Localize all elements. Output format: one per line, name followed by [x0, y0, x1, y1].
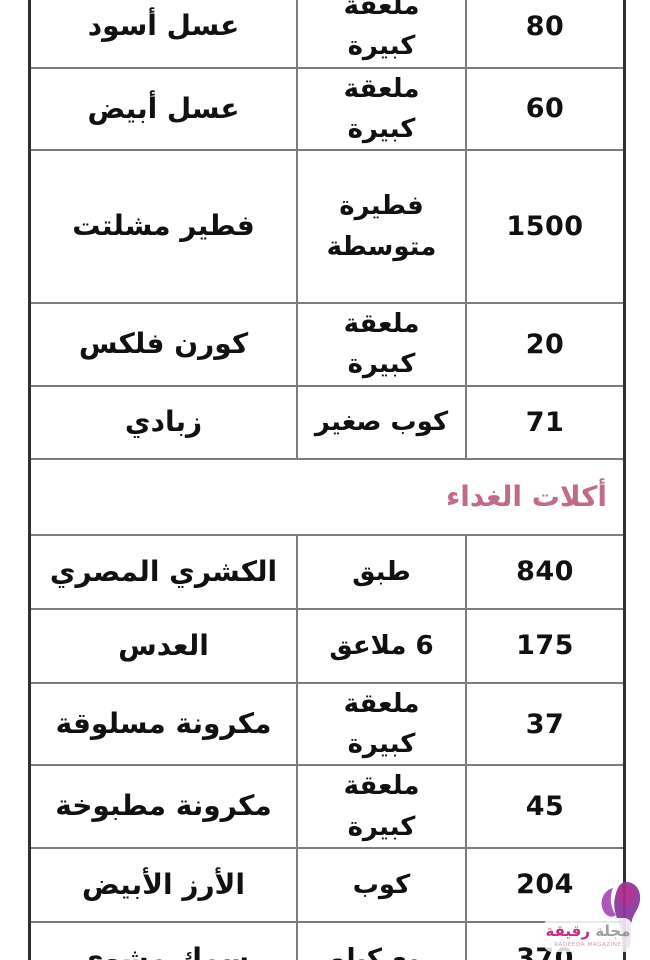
serving-line: ملعقة كبيرة: [343, 73, 420, 144]
serving-line: فطيرة: [339, 191, 424, 222]
cell-calories: 45: [466, 765, 623, 849]
cell-food-name: زبادي: [31, 385, 297, 460]
cell-serving: ملعقة كبيرة: [296, 682, 467, 767]
section-header-label: أكلات الغداء: [31, 457, 623, 536]
cell-food-name: كورن فلكس: [31, 303, 297, 387]
cell-serving: فطيرة متوسطة: [296, 150, 467, 305]
cell-calories: 60: [466, 67, 623, 152]
cell-food-name: مكرونة مسلوقة: [31, 682, 297, 767]
cell-serving: ملعقة كبيرة: [296, 765, 467, 849]
cell-food-name: الكشري المصري: [31, 534, 297, 610]
cell-food-name: عسل أسود: [31, 0, 297, 69]
cell-food-name: الأرز الأبيض: [31, 847, 297, 923]
calorie-table-container: 80 ملعقة كبيرة عسل أسود 60 ملعقة كبيرة عسل أب…: [28, 0, 626, 960]
serving-line: متوسطة: [326, 231, 437, 262]
cell-serving: ملعقة كبيرة: [296, 0, 467, 69]
table-row: 71 كوب صغير زبادي: [31, 385, 623, 460]
cell-food-name: مكرونة مطبوخة: [31, 765, 297, 849]
cell-calories: 840: [466, 534, 623, 610]
calorie-table-body: 80 ملعقة كبيرة عسل أسود 60 ملعقة كبيرة عسل أب…: [31, 0, 623, 960]
table-row: 204 كوب الأرز الأبيض: [31, 847, 623, 923]
table-row: 80 ملعقة كبيرة عسل أسود: [31, 0, 623, 69]
cell-serving: طبق: [296, 534, 467, 610]
section-header-row: أكلات الغداء: [31, 457, 623, 536]
serving-line: ملعقة كبيرة: [343, 309, 420, 380]
cell-calories: 1500: [466, 150, 623, 305]
cell-calories: 370: [466, 921, 623, 960]
calorie-table: 80 ملعقة كبيرة عسل أسود 60 ملعقة كبيرة عسل أب…: [31, 0, 623, 960]
serving-line: ملعقة كبيرة: [343, 771, 420, 842]
cell-serving: كوب: [296, 847, 467, 923]
serving-line: ربع كيلو: [329, 943, 434, 960]
serving-line: طبق: [352, 556, 411, 587]
table-row: 20 ملعقة كبيرة كورن فلكس: [31, 303, 623, 387]
serving-line: كوب صغير: [314, 407, 449, 438]
table-row: 60 ملعقة كبيرة عسل أبيض: [31, 67, 623, 152]
table-row: 37 ملعقة كبيرة مكرونة مسلوقة: [31, 682, 623, 767]
cell-serving: ملعقة كبيرة: [296, 67, 467, 152]
cell-food-name: سمك مشوي: [31, 921, 297, 960]
table-row: 45 ملعقة كبيرة مكرونة مطبوخة: [31, 765, 623, 849]
cell-calories: 71: [466, 385, 623, 460]
table-row: 840 طبق الكشري المصري: [31, 534, 623, 610]
cell-food-name: العدس: [31, 608, 297, 684]
cell-food-name: عسل أبيض: [31, 67, 297, 152]
cell-serving: ربع كيلو: [296, 921, 467, 960]
serving-line: 6 ملاعق: [329, 630, 434, 661]
cell-calories: 80: [466, 0, 623, 69]
table-row: 175 6 ملاعق العدس: [31, 608, 623, 684]
serving-line: كوب: [352, 869, 411, 900]
cell-serving: 6 ملاعق: [296, 608, 467, 684]
cell-calories: 204: [466, 847, 623, 923]
cell-calories: 37: [466, 682, 623, 767]
cell-serving: ملعقة كبيرة: [296, 303, 467, 387]
cell-serving: كوب صغير: [296, 385, 467, 460]
cell-calories: 175: [466, 608, 623, 684]
cell-calories: 20: [466, 303, 623, 387]
table-row: 1500 فطيرة متوسطة فطير مشلتت: [31, 150, 623, 305]
table-row: 370 ربع كيلو سمك مشوي: [31, 921, 623, 960]
serving-line: ملعقة كبيرة: [343, 0, 420, 62]
cell-food-name: فطير مشلتت: [31, 150, 297, 305]
serving-line: ملعقة كبيرة: [343, 688, 420, 760]
